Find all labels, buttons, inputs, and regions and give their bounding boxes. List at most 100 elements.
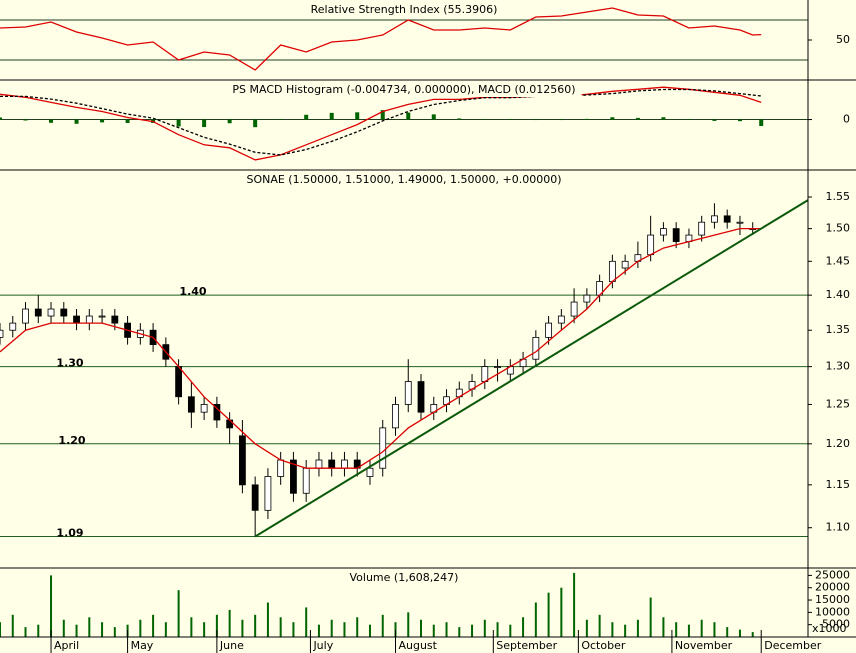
volume-bar	[738, 629, 741, 637]
volume-bar	[88, 617, 91, 637]
panel-title: Relative Strength Index (55.3906)	[311, 3, 498, 16]
volume-bar	[509, 624, 512, 637]
histogram-bar	[533, 119, 538, 121]
x-tick-label: December	[764, 639, 822, 652]
reference-label: 1.40	[179, 285, 206, 298]
y-tick-label: 1.30	[826, 360, 851, 373]
histogram-bar	[737, 119, 742, 122]
x-tick-label: April	[54, 639, 79, 652]
candle-body	[328, 459, 336, 469]
volume-bar	[458, 627, 461, 637]
histogram-bar	[759, 119, 764, 127]
y-tick-label: 0	[843, 113, 850, 126]
candle-body	[187, 396, 195, 413]
histogram-bar	[431, 114, 436, 120]
volume-bar	[356, 617, 359, 637]
volume-bar	[573, 572, 576, 637]
title-background	[297, 3, 511, 17]
volume-bar	[420, 619, 423, 637]
volume-bar	[0, 622, 1, 637]
histogram-bar	[202, 119, 207, 128]
volume-bar	[534, 602, 537, 637]
volume-bar	[585, 619, 588, 637]
histogram-bar	[380, 110, 385, 120]
y-tick-label: 1.45	[826, 254, 851, 267]
histogram-bar	[355, 112, 360, 120]
volume-bar	[381, 614, 384, 637]
candle-body	[660, 228, 667, 236]
volume-bar	[279, 617, 282, 637]
candle-body	[736, 221, 744, 224]
candle-body	[379, 427, 387, 469]
volume-bar	[432, 624, 435, 637]
histogram-bar	[227, 119, 232, 124]
volume-bar	[547, 592, 550, 637]
volume-bar	[445, 622, 448, 637]
panel-title: Volume (1,608,247)	[350, 571, 459, 584]
panel-title: SONAE (1.50000, 1.51000, 1.49000, 1.5000…	[246, 173, 561, 186]
candle-body	[545, 322, 552, 338]
x-tick-label: November	[675, 639, 733, 652]
candle-body	[238, 435, 246, 486]
y-tick-label: 1.50	[826, 222, 851, 235]
y-tick-label: 10000	[815, 605, 850, 618]
candle-body	[417, 381, 425, 413]
histogram-bar	[329, 112, 334, 120]
volume-bar	[751, 632, 754, 637]
candle-body	[404, 381, 412, 405]
candle-body	[315, 459, 323, 469]
candle-body	[175, 366, 183, 398]
volume-bar	[687, 624, 690, 637]
volume-bar	[101, 622, 104, 637]
histogram-bar	[304, 114, 309, 120]
x-tick-label: October	[581, 639, 625, 652]
volume-bar	[624, 624, 627, 637]
candle-body	[621, 260, 629, 269]
y-unit-label: x1000	[812, 622, 847, 635]
reference-label: 1.20	[58, 434, 85, 447]
volume-bar	[368, 624, 371, 637]
volume-bar	[394, 622, 397, 637]
trend-line	[254, 199, 809, 538]
reference-label: 1.30	[56, 357, 83, 370]
histogram-bar	[635, 117, 640, 120]
candle-body	[111, 315, 119, 324]
candle-body	[341, 459, 348, 469]
y-tick-label: 20000	[815, 581, 850, 594]
histogram-bar	[278, 119, 283, 120]
candle-body	[711, 215, 718, 223]
volume-bar	[190, 617, 193, 637]
candle-body	[200, 404, 208, 413]
candle-body	[583, 294, 591, 303]
volume-bar	[241, 619, 244, 637]
volume-bar	[522, 617, 525, 637]
volume-bar	[726, 627, 729, 637]
candle-body	[277, 459, 285, 477]
histogram-bar	[125, 119, 130, 123]
histogram-bar	[610, 117, 615, 120]
histogram-bar	[23, 119, 28, 121]
indicator-line	[0, 227, 762, 469]
y-tick-label: 1.10	[826, 521, 851, 534]
title-background	[344, 571, 464, 585]
volume-bar	[62, 619, 65, 637]
volume-bar	[139, 619, 142, 637]
y-tick-label: 5000	[822, 618, 850, 631]
candle-body	[290, 459, 297, 494]
volume-bar	[330, 619, 333, 637]
y-tick-label: 1.20	[826, 437, 851, 450]
histogram-bar	[584, 118, 589, 120]
volume-bar	[37, 624, 40, 637]
panel-title: PS MACD Histogram (-0.004734, 0.000000),…	[232, 83, 575, 96]
candle-body	[481, 366, 489, 382]
candle-body	[608, 260, 616, 282]
histogram-bar	[508, 119, 513, 120]
candle-body	[392, 404, 399, 429]
volume-bar	[254, 614, 257, 637]
volume-bar	[598, 614, 601, 637]
histogram-bar	[482, 119, 487, 120]
histogram-bar	[49, 119, 54, 123]
volume-bar	[177, 590, 180, 637]
volume-bar	[24, 627, 27, 637]
